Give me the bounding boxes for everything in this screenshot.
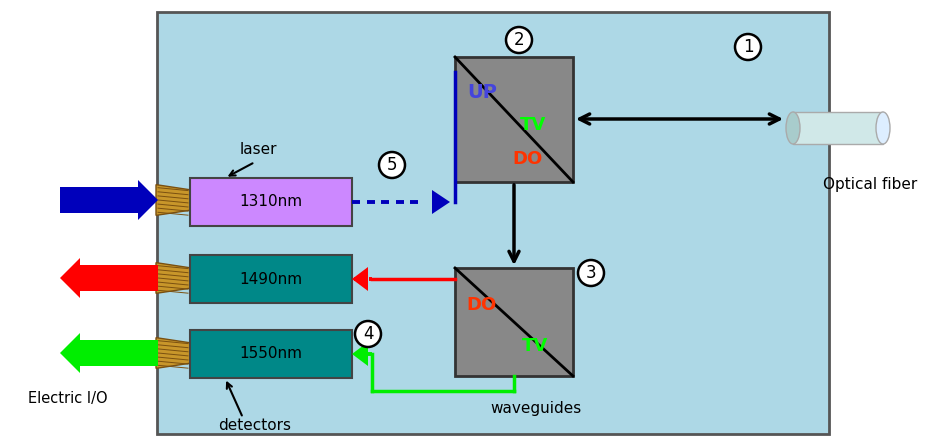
Polygon shape [80, 265, 158, 291]
Text: UP: UP [467, 83, 497, 102]
Circle shape [379, 152, 405, 178]
FancyBboxPatch shape [190, 255, 352, 303]
Text: Optical fiber: Optical fiber [823, 178, 917, 193]
Polygon shape [352, 342, 368, 366]
Text: 1310nm: 1310nm [239, 194, 302, 210]
Text: TV: TV [520, 116, 546, 134]
Ellipse shape [786, 112, 800, 144]
FancyBboxPatch shape [190, 330, 352, 378]
Text: 1: 1 [743, 38, 753, 56]
Circle shape [735, 34, 761, 60]
Polygon shape [60, 258, 80, 298]
Circle shape [506, 27, 532, 53]
Polygon shape [60, 333, 80, 373]
Text: laser: laser [239, 143, 277, 157]
Circle shape [355, 321, 381, 347]
Text: DO: DO [467, 296, 497, 314]
Text: detectors: detectors [219, 417, 291, 433]
FancyBboxPatch shape [455, 268, 573, 376]
Text: 1550nm: 1550nm [239, 347, 302, 362]
Polygon shape [156, 263, 190, 293]
Text: TV: TV [522, 337, 548, 355]
Polygon shape [138, 180, 158, 220]
Text: 2: 2 [514, 31, 524, 49]
FancyBboxPatch shape [190, 178, 352, 226]
Text: 3: 3 [586, 264, 596, 282]
Text: 5: 5 [387, 156, 397, 174]
FancyBboxPatch shape [157, 12, 829, 434]
FancyBboxPatch shape [455, 57, 573, 182]
FancyBboxPatch shape [793, 112, 883, 144]
Text: 1490nm: 1490nm [239, 272, 302, 286]
Circle shape [578, 260, 604, 286]
Polygon shape [60, 187, 138, 213]
Text: Electric I/O: Electric I/O [28, 391, 108, 405]
Polygon shape [156, 185, 190, 215]
Text: waveguides: waveguides [490, 401, 581, 416]
Polygon shape [156, 338, 190, 368]
Text: DO: DO [513, 150, 543, 168]
Polygon shape [80, 340, 158, 366]
Text: 4: 4 [362, 325, 373, 343]
Polygon shape [352, 267, 368, 291]
Ellipse shape [876, 112, 890, 144]
Polygon shape [432, 190, 450, 214]
